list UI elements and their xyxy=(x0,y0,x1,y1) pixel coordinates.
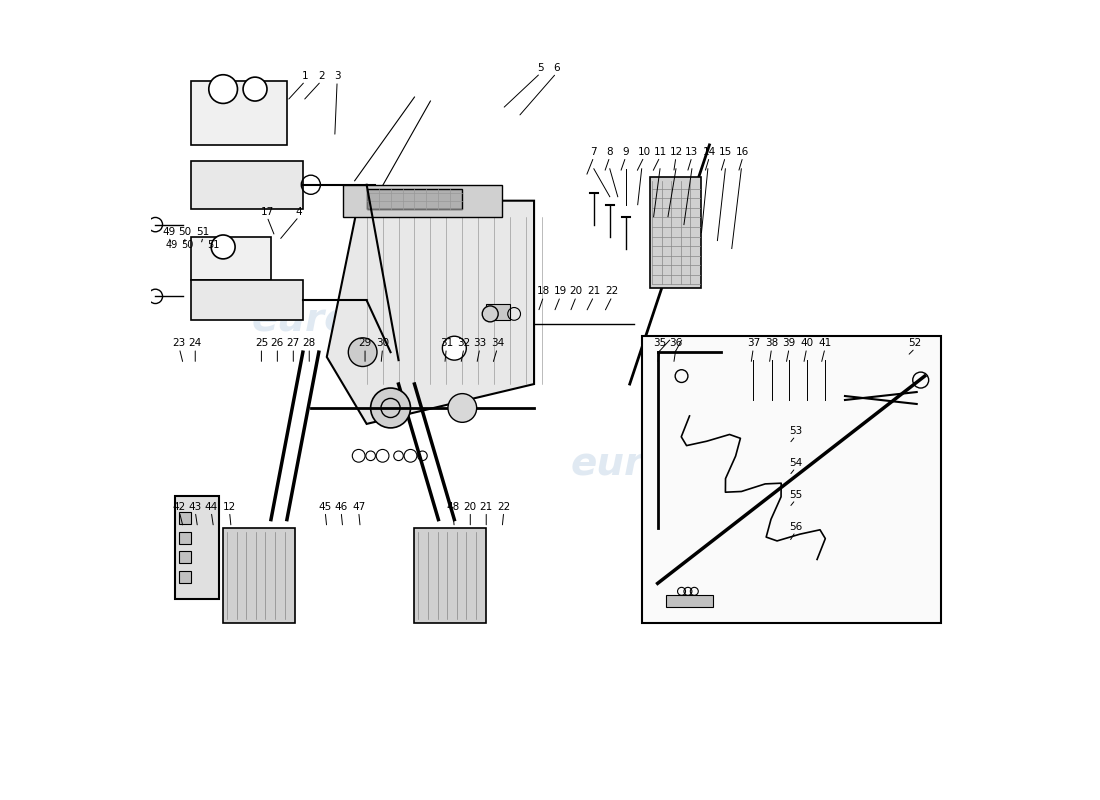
Text: 50: 50 xyxy=(178,226,191,237)
Text: 51: 51 xyxy=(208,239,220,250)
Circle shape xyxy=(448,394,476,422)
Text: eurospares: eurospares xyxy=(252,302,497,339)
Circle shape xyxy=(442,336,466,360)
Text: 18: 18 xyxy=(537,286,550,296)
Circle shape xyxy=(482,306,498,322)
Text: 19: 19 xyxy=(553,286,566,296)
Text: 34: 34 xyxy=(491,338,504,348)
Text: 13: 13 xyxy=(685,147,698,157)
Text: 44: 44 xyxy=(205,502,218,512)
Text: 51: 51 xyxy=(197,226,210,237)
Text: 12: 12 xyxy=(669,147,683,157)
Text: 8: 8 xyxy=(606,147,613,157)
Text: 6: 6 xyxy=(553,63,560,73)
Text: 1: 1 xyxy=(301,71,309,81)
Text: 12: 12 xyxy=(223,502,236,512)
Bar xyxy=(179,551,191,563)
Circle shape xyxy=(209,74,238,103)
Bar xyxy=(486,304,510,320)
Bar xyxy=(179,571,191,583)
Bar xyxy=(191,81,287,145)
Text: 45: 45 xyxy=(319,502,332,512)
Text: 24: 24 xyxy=(188,338,202,348)
Text: 50: 50 xyxy=(182,239,194,250)
Text: 27: 27 xyxy=(287,338,300,348)
Text: 56: 56 xyxy=(789,522,802,531)
Text: 38: 38 xyxy=(764,338,779,348)
Text: 21: 21 xyxy=(587,286,601,296)
Text: 46: 46 xyxy=(334,502,348,512)
Text: 33: 33 xyxy=(473,338,486,348)
Text: 54: 54 xyxy=(789,458,802,468)
Bar xyxy=(650,177,702,288)
Bar xyxy=(191,237,271,281)
Text: 15: 15 xyxy=(718,147,732,157)
Text: 3: 3 xyxy=(333,71,341,81)
Polygon shape xyxy=(327,201,535,424)
Circle shape xyxy=(211,235,235,259)
Text: 22: 22 xyxy=(497,502,510,512)
Bar xyxy=(641,336,940,623)
Text: 48: 48 xyxy=(447,502,460,512)
Bar xyxy=(415,527,486,623)
Circle shape xyxy=(349,338,377,366)
Text: 53: 53 xyxy=(789,426,802,436)
Text: 40: 40 xyxy=(800,338,813,348)
Text: 37: 37 xyxy=(747,338,760,348)
Text: 7: 7 xyxy=(591,147,597,157)
Text: 16: 16 xyxy=(736,147,749,157)
Text: 31: 31 xyxy=(440,338,453,348)
Bar xyxy=(179,512,191,523)
Text: 17: 17 xyxy=(261,206,274,217)
Text: 49: 49 xyxy=(163,226,176,237)
Bar xyxy=(191,281,302,320)
Bar xyxy=(175,496,219,599)
Circle shape xyxy=(704,370,739,406)
Text: eurospares: eurospares xyxy=(571,445,816,482)
Text: 9: 9 xyxy=(623,147,629,157)
Bar xyxy=(223,527,295,623)
Text: 41: 41 xyxy=(818,338,832,348)
Text: 22: 22 xyxy=(606,286,619,296)
Text: 14: 14 xyxy=(703,147,716,157)
Bar xyxy=(343,185,503,217)
Text: 29: 29 xyxy=(359,338,372,348)
Bar xyxy=(366,189,462,209)
Text: 11: 11 xyxy=(653,147,667,157)
Text: 4: 4 xyxy=(296,206,303,217)
Text: 21: 21 xyxy=(480,502,493,512)
Text: 55: 55 xyxy=(789,490,802,500)
Text: 2: 2 xyxy=(318,71,324,81)
Text: 5: 5 xyxy=(537,63,543,73)
Text: 26: 26 xyxy=(271,338,284,348)
Text: 43: 43 xyxy=(188,502,202,512)
Text: 36: 36 xyxy=(669,338,683,348)
Text: 25: 25 xyxy=(255,338,268,348)
Bar xyxy=(191,161,302,209)
Circle shape xyxy=(371,388,410,428)
Text: 10: 10 xyxy=(638,147,650,157)
Text: 42: 42 xyxy=(173,502,186,512)
Bar xyxy=(666,595,714,607)
Text: 20: 20 xyxy=(570,286,583,296)
Text: 23: 23 xyxy=(173,338,186,348)
Text: 32: 32 xyxy=(458,338,471,348)
Text: 47: 47 xyxy=(352,502,365,512)
Bar xyxy=(179,531,191,543)
Text: 28: 28 xyxy=(302,338,316,348)
Text: 52: 52 xyxy=(909,338,922,348)
Text: 39: 39 xyxy=(782,338,795,348)
Text: 20: 20 xyxy=(464,502,476,512)
Circle shape xyxy=(243,77,267,101)
Text: 49: 49 xyxy=(165,239,177,250)
Text: 30: 30 xyxy=(376,338,389,348)
Text: 35: 35 xyxy=(653,338,667,348)
